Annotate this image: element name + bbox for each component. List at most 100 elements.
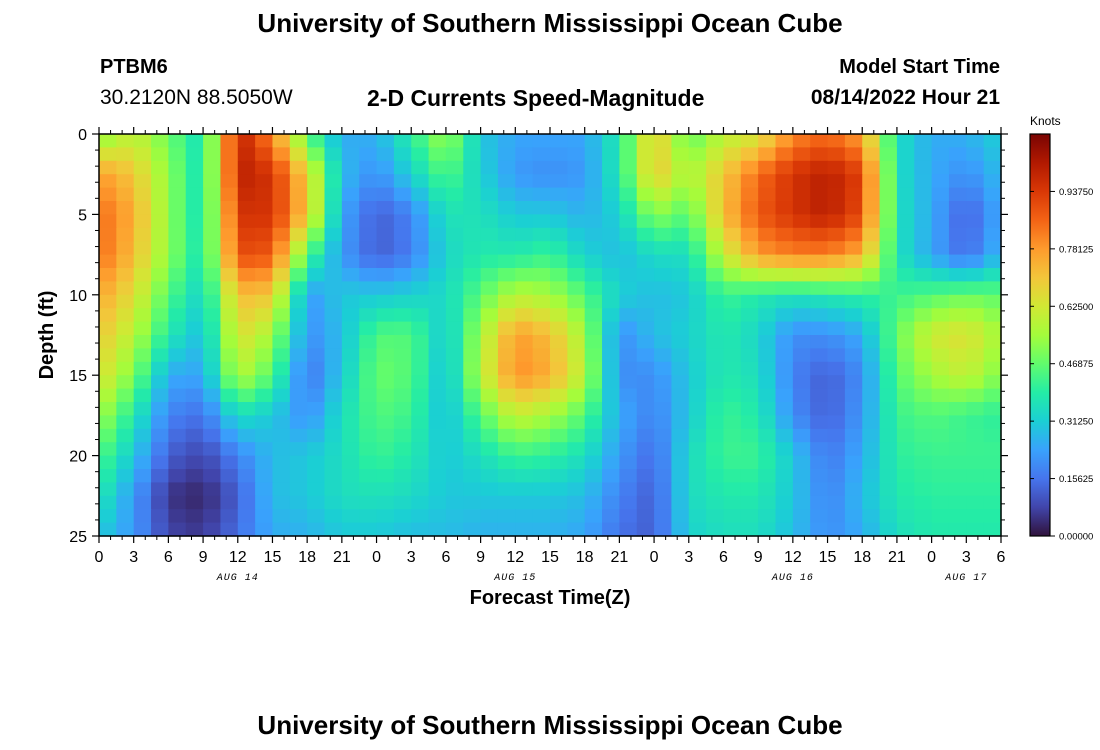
heatmap-cell <box>220 348 239 363</box>
heatmap-cell <box>220 201 239 215</box>
heatmap-cell <box>550 509 568 524</box>
heatmap-cell <box>255 455 274 470</box>
heatmap-cell <box>914 361 933 376</box>
heatmap-cell <box>445 214 464 229</box>
heatmap-cell <box>758 455 777 470</box>
heatmap-cell <box>862 214 881 229</box>
heatmap-cell <box>966 214 985 229</box>
heatmap-cell <box>844 214 863 229</box>
heatmap-cell <box>740 268 759 282</box>
heatmap-cell <box>827 214 846 229</box>
heatmap-cell <box>497 227 516 242</box>
heatmap-cell <box>255 308 274 323</box>
heatmap-cell <box>827 281 846 296</box>
heatmap-cell <box>827 241 846 256</box>
heatmap-cell <box>393 134 412 148</box>
heatmap-cell <box>671 335 690 349</box>
heatmap-cell <box>497 375 516 390</box>
heatmap-cell <box>376 455 395 470</box>
heatmap-cell <box>827 160 846 175</box>
heatmap-cell <box>324 241 343 256</box>
heatmap-cell <box>99 482 117 497</box>
heatmap-cell <box>220 268 239 282</box>
heatmap-cell <box>341 241 360 256</box>
heatmap-cell <box>151 147 169 162</box>
heatmap-cell <box>307 201 326 215</box>
heatmap-cell <box>463 469 482 483</box>
heatmap-cell <box>723 455 742 470</box>
heatmap-cell <box>896 187 915 202</box>
heatmap-cell <box>220 147 239 162</box>
heatmap-cell <box>463 160 482 175</box>
heatmap-cell <box>185 509 204 524</box>
heatmap-cell <box>99 522 117 537</box>
heatmap-cell <box>775 308 794 323</box>
heatmap-cell <box>220 469 239 483</box>
heatmap-cell <box>463 241 482 256</box>
heatmap-cell <box>220 428 239 443</box>
heatmap-cell <box>775 268 794 282</box>
heatmap-cell <box>775 495 794 510</box>
heatmap-cell <box>428 388 447 403</box>
heatmap-cell <box>463 509 482 524</box>
heatmap-cell <box>220 174 239 189</box>
heatmap-cell <box>654 281 673 296</box>
heatmap-cell <box>740 348 759 363</box>
heatmap-cell <box>810 294 829 309</box>
heatmap-cell <box>445 241 464 256</box>
heatmap-cell <box>255 174 274 189</box>
heatmap-cell <box>688 361 707 376</box>
heatmap-cell <box>376 254 395 269</box>
heatmap-cell <box>550 375 568 390</box>
heatmap-cell <box>827 335 846 349</box>
heatmap-cell <box>428 294 447 309</box>
heatmap-cell <box>775 428 794 443</box>
heatmap-cell <box>532 134 551 148</box>
heatmap-cell <box>602 455 620 470</box>
heatmap-cell <box>584 241 603 256</box>
heatmap-cell <box>636 442 655 457</box>
heatmap-cell <box>272 348 291 363</box>
heatmap-cell <box>654 321 673 336</box>
heatmap-cell <box>879 174 898 189</box>
heatmap-cell <box>740 187 759 202</box>
heatmap-cell <box>376 160 395 175</box>
heatmap-cell <box>532 469 551 483</box>
heatmap-cell <box>359 321 378 336</box>
heatmap-cell <box>740 522 759 537</box>
heatmap-cell <box>272 241 291 256</box>
heatmap-cell <box>497 294 516 309</box>
heatmap-cell <box>168 281 187 296</box>
heatmap-cell <box>133 509 152 524</box>
heatmap-cell <box>688 254 707 269</box>
heatmap-cell <box>168 160 187 175</box>
heatmap-cell <box>896 482 915 497</box>
heatmap-cell <box>393 201 412 215</box>
heatmap-cell <box>619 281 638 296</box>
heatmap-cell <box>636 482 655 497</box>
heatmap-cell <box>879 361 898 376</box>
heatmap-cell <box>151 455 169 470</box>
heatmap-cell <box>220 495 239 510</box>
heatmap-cell <box>706 294 725 309</box>
heatmap-cell <box>983 214 1002 229</box>
heatmap-cell <box>948 469 967 483</box>
heatmap-cell <box>758 187 777 202</box>
heatmap-cell <box>532 254 551 269</box>
heatmap-cell <box>636 201 655 215</box>
heatmap-cell <box>810 522 829 537</box>
heatmap-cell <box>654 522 673 537</box>
heatmap-cell <box>359 174 378 189</box>
heatmap-cell <box>914 241 933 256</box>
heatmap-cell <box>411 187 430 202</box>
heatmap-cell <box>428 415 447 430</box>
heatmap-cell <box>445 455 464 470</box>
heatmap-cell <box>862 361 881 376</box>
heatmap-cell <box>393 428 412 443</box>
heatmap-cell <box>879 227 898 242</box>
heatmap-cell <box>810 402 829 416</box>
heatmap-cell <box>133 174 152 189</box>
heatmap-cell <box>983 308 1002 323</box>
heatmap-cell <box>844 402 863 416</box>
